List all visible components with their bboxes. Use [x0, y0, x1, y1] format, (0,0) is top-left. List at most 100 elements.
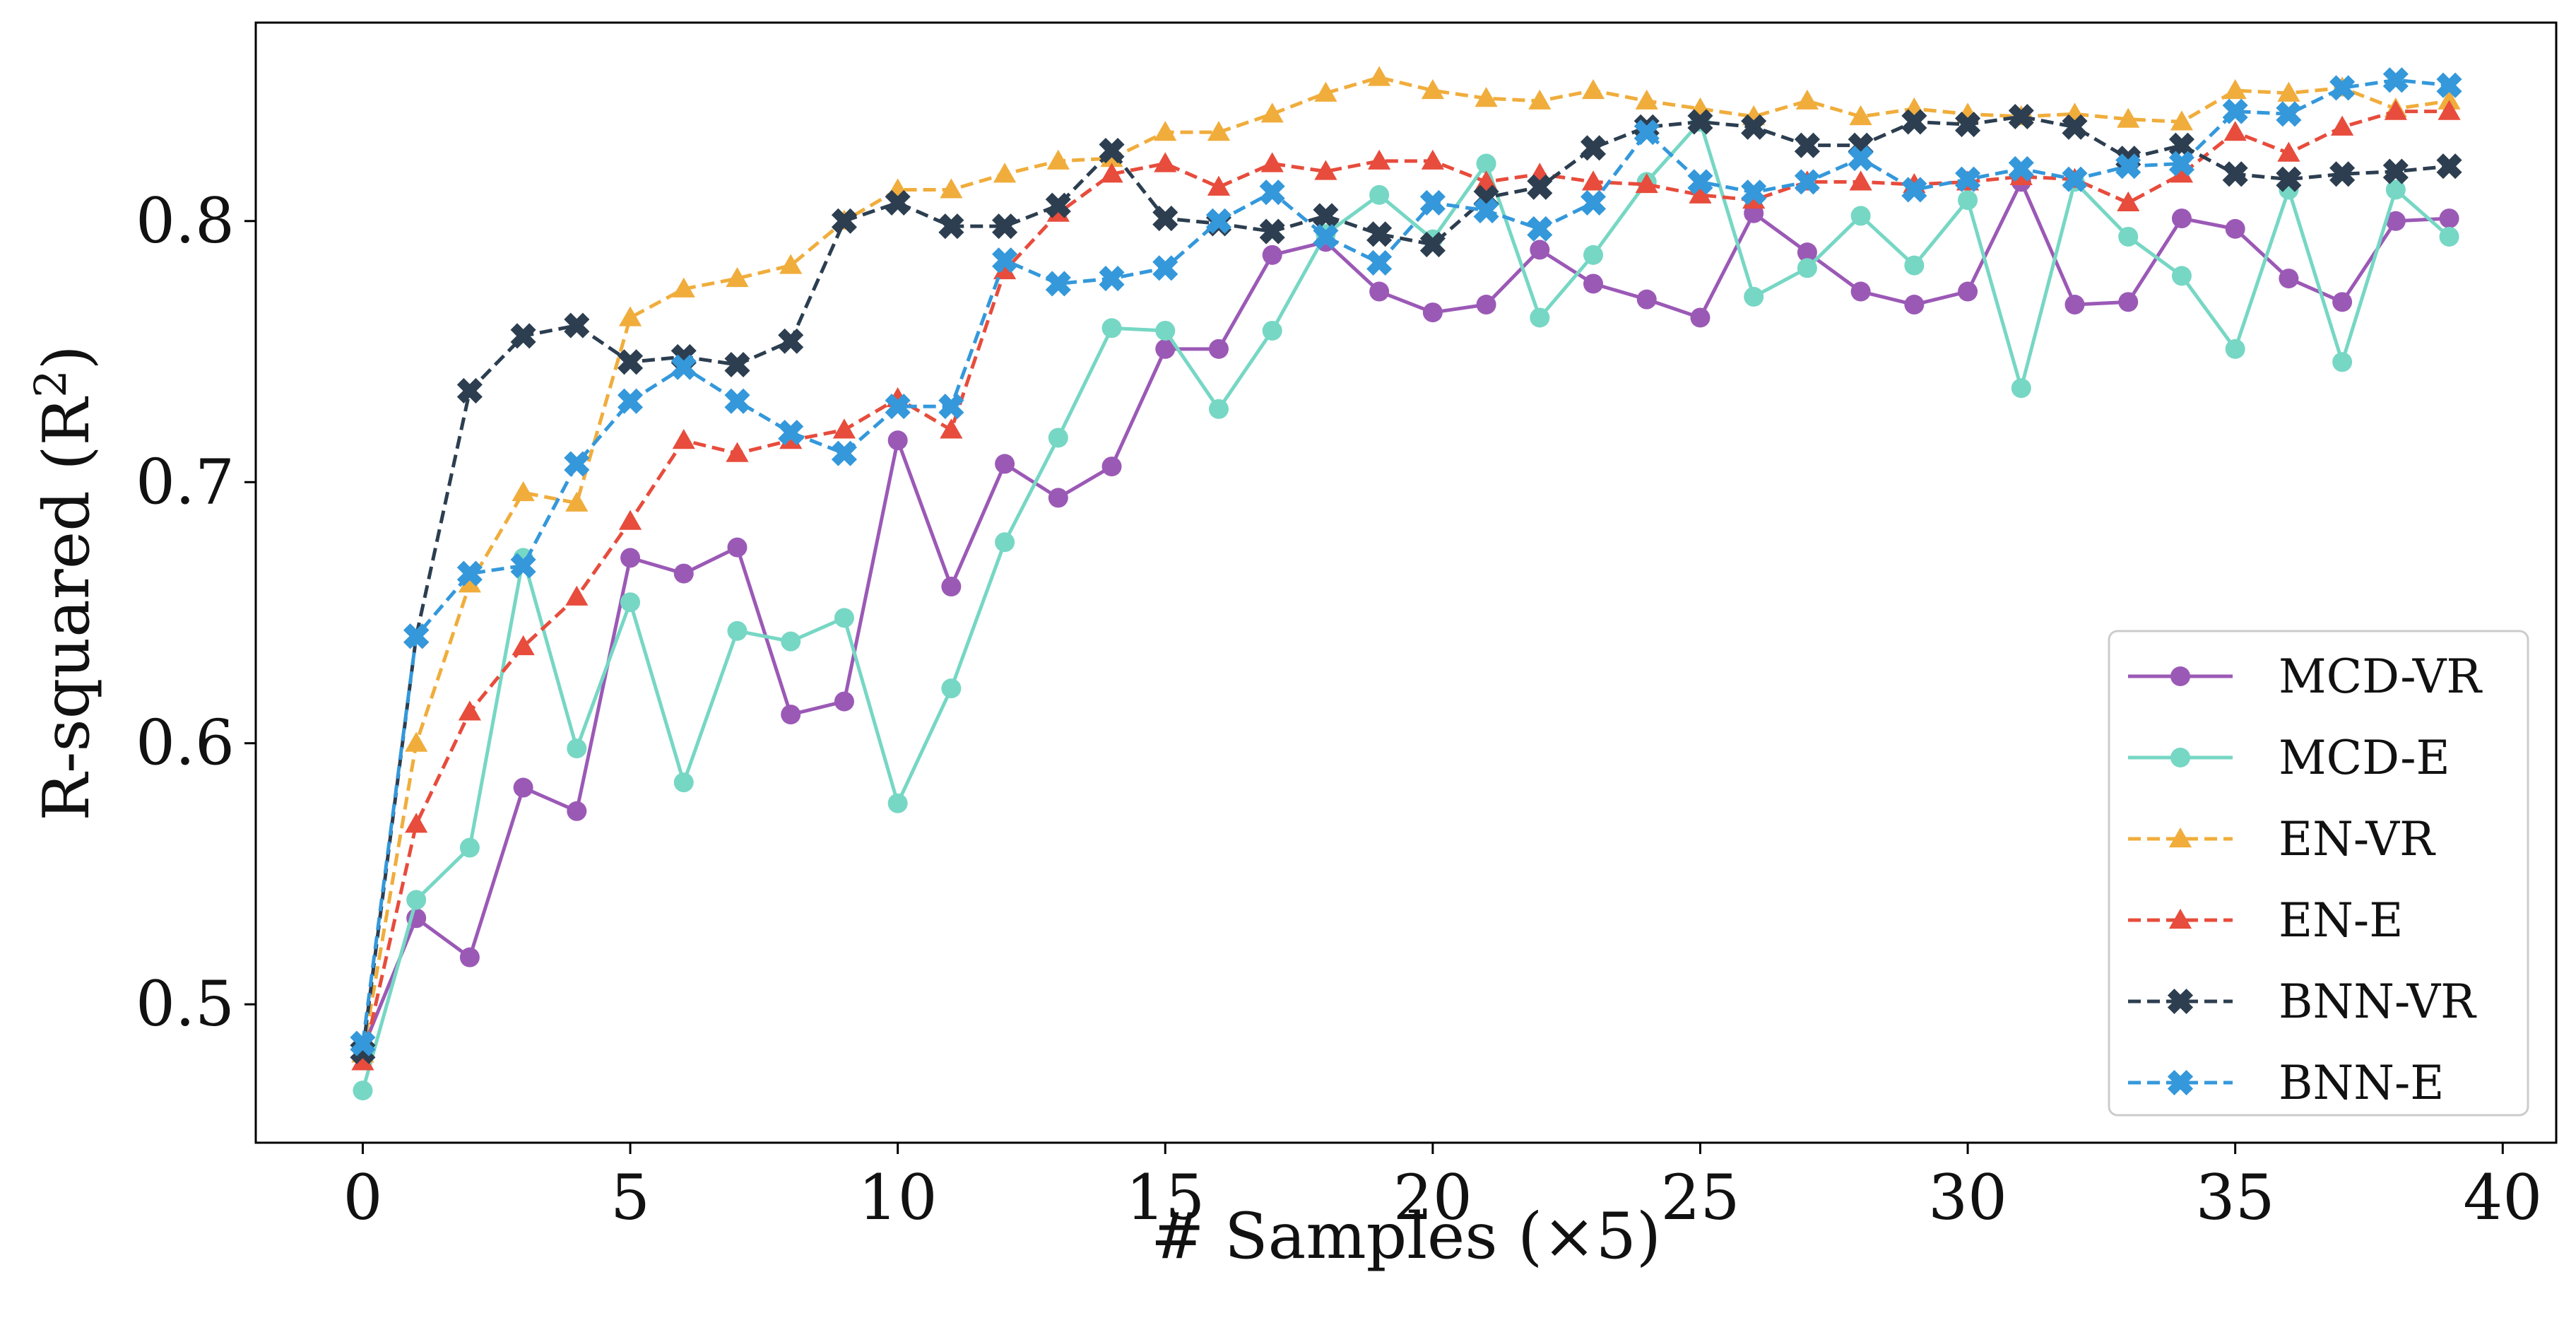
series-layer	[350, 66, 2462, 1101]
data-point	[1419, 189, 1446, 216]
series-line-mcd-e	[361, 119, 2451, 1091]
data-point	[887, 430, 908, 451]
data-point	[1580, 189, 1607, 216]
data-point	[1527, 174, 1553, 200]
data-point	[2438, 100, 2461, 120]
data-point	[1958, 190, 1978, 211]
data-point	[670, 354, 697, 380]
legend-label: BNN-E	[2279, 1056, 2444, 1110]
data-point	[995, 532, 1015, 553]
data-point	[1635, 172, 1658, 194]
data-point	[834, 608, 854, 628]
data-point	[2062, 166, 2088, 192]
data-point	[2279, 269, 2299, 289]
data-point	[724, 351, 750, 378]
legend-box	[2108, 630, 2529, 1117]
data-point	[2436, 153, 2462, 179]
data-point	[941, 678, 962, 699]
data-point	[993, 163, 1017, 183]
data-point	[1046, 149, 1070, 170]
data-point	[1633, 119, 1660, 146]
data-point	[1794, 169, 1820, 195]
data-point	[2385, 179, 2406, 200]
data-point	[1475, 87, 1498, 107]
data-point	[2222, 98, 2248, 124]
legend-marker	[2168, 908, 2192, 929]
data-point	[2385, 211, 2406, 231]
data-point	[1636, 289, 1657, 310]
data-point	[1369, 281, 1390, 302]
series-line-bnn-e	[360, 78, 2450, 1044]
data-point	[2277, 81, 2300, 102]
data-point	[831, 440, 857, 466]
data-point	[567, 738, 587, 759]
x-tick-label: 5	[610, 1161, 650, 1234]
data-point	[1530, 240, 1550, 260]
data-point	[405, 731, 428, 752]
data-point	[2170, 163, 2194, 183]
data-point	[1366, 221, 1393, 247]
data-point	[512, 635, 535, 656]
data-point	[1421, 78, 1444, 100]
legend-item-en-e: EN-E	[2128, 893, 2403, 948]
legend-item-mcd-vr: MCD-VR	[2128, 649, 2483, 704]
data-point	[1314, 81, 1337, 102]
data-point	[2168, 151, 2195, 177]
data-point	[1958, 281, 1978, 302]
x-tick-label: 40	[2463, 1161, 2542, 1234]
data-point	[1848, 146, 1874, 172]
y-axis-label-superscript: 2	[25, 370, 76, 397]
data-point	[1530, 307, 1550, 328]
data-point	[1045, 271, 1071, 297]
axes-layer: 0 5 10 15 20 25 30 35 40 0.5 0.6 0.7 0.8	[136, 184, 2542, 1234]
data-point	[1152, 255, 1178, 281]
y-tick-label: 0.8	[136, 184, 235, 257]
data-point	[1369, 184, 1390, 205]
data-point	[781, 705, 801, 725]
data-point	[1207, 121, 1231, 141]
legend-label: BNN-VR	[2279, 975, 2477, 1029]
data-point	[1690, 307, 1711, 328]
data-point	[510, 553, 536, 579]
data-point	[2223, 78, 2247, 100]
data-point	[2064, 295, 2085, 315]
data-point	[2329, 75, 2356, 101]
data-point	[2332, 352, 2353, 372]
data-point	[1048, 488, 1068, 508]
data-point	[2332, 292, 2353, 312]
data-point	[1100, 163, 1123, 183]
data-point	[2331, 115, 2354, 136]
series-line-mcd-vr	[361, 179, 2450, 1049]
data-point	[1687, 169, 1713, 195]
data-point	[1849, 170, 1872, 191]
data-point	[403, 623, 430, 649]
data-point	[1208, 339, 1229, 359]
data-point	[832, 418, 856, 439]
series-en-e	[351, 100, 2461, 1071]
legend-item-en-vr: EN-VR	[2128, 812, 2436, 866]
series-bnn-e	[350, 67, 2462, 1056]
legend-item-mcd-e: MCD-E	[2128, 731, 2450, 785]
data-point	[1154, 121, 1177, 141]
data-point	[2439, 226, 2459, 247]
data-point	[727, 620, 748, 641]
data-point	[458, 700, 481, 721]
data-point	[2382, 158, 2409, 184]
data-point	[941, 577, 962, 597]
data-point	[726, 266, 749, 288]
data-point	[567, 801, 587, 821]
data-point	[353, 1081, 373, 1101]
y-axis-label-main: R-squared (R	[30, 396, 104, 821]
data-point	[1262, 320, 1282, 341]
y-axis-label: R-squared (R2)	[25, 345, 104, 821]
data-point	[1313, 203, 1339, 229]
data-point	[2225, 339, 2245, 359]
x-tick-label: 20	[1393, 1161, 1472, 1234]
data-point	[1687, 109, 1713, 135]
data-point	[1797, 258, 1817, 278]
data-point	[938, 213, 964, 240]
plot-area-frame	[254, 21, 2558, 1144]
x-tick-label: 10	[858, 1161, 938, 1234]
x-tick-label: 30	[1928, 1161, 2007, 1234]
legend-label: MCD-VR	[2279, 649, 2483, 704]
